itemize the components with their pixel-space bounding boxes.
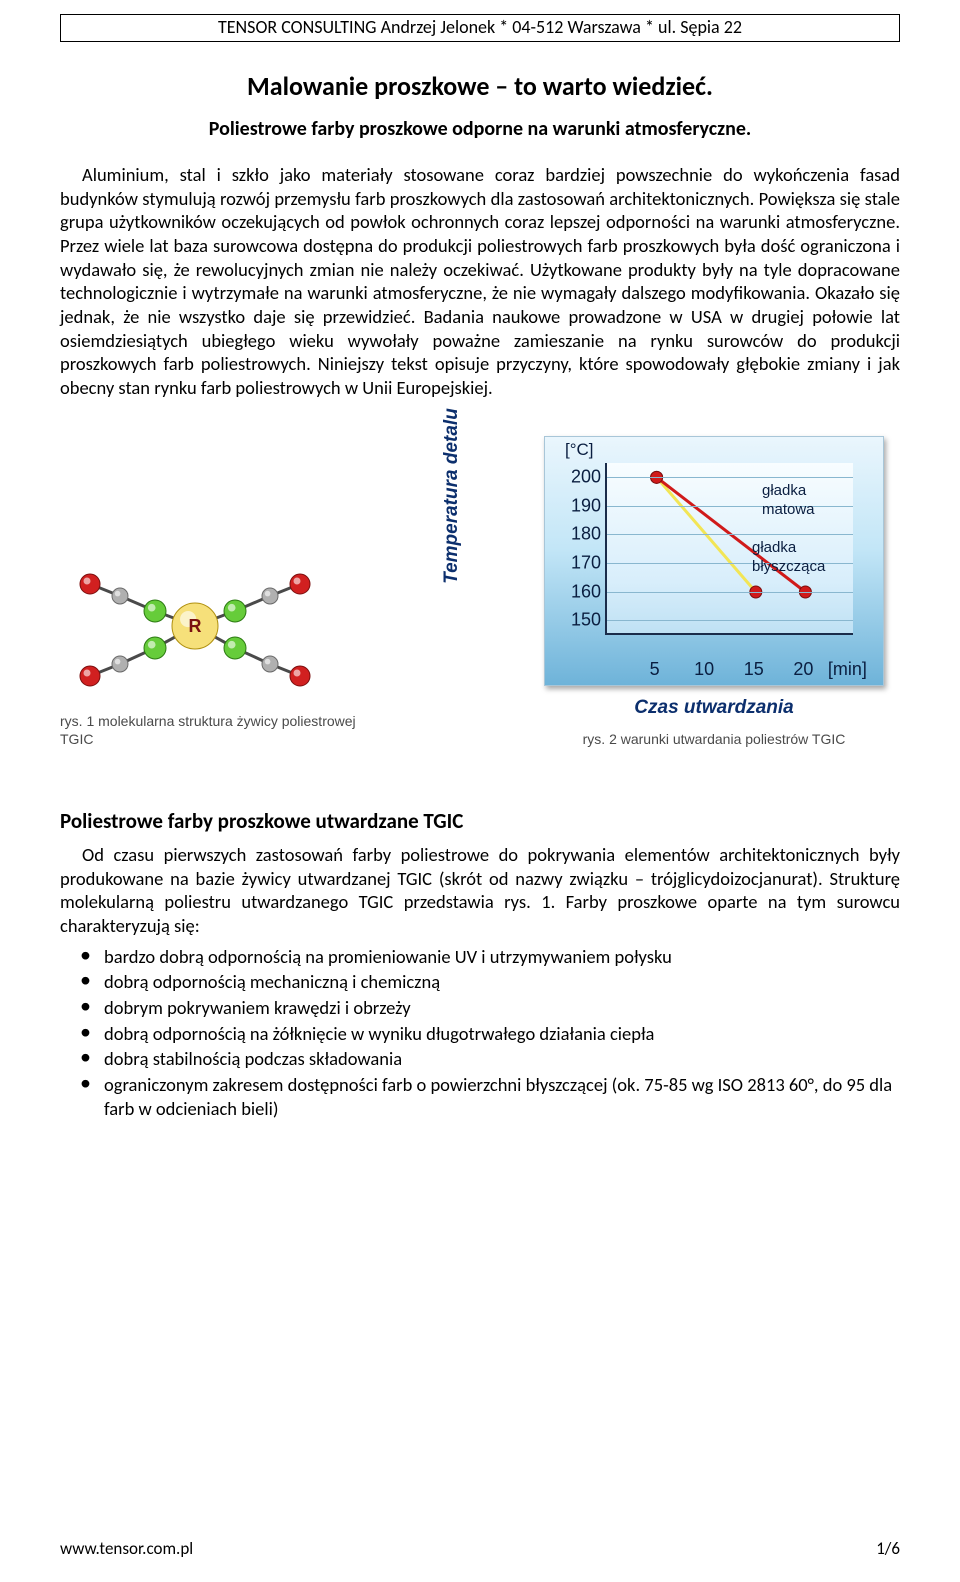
- chart-card: [°C] gładkamatowagładkabłyszcząca 150160…: [544, 436, 884, 686]
- chart-ytick: 150: [561, 609, 601, 632]
- figure-2-caption: rys. 2 warunki utwardania poliestrów TGI…: [544, 730, 884, 748]
- bullet-list: bardzo dobrą odpornością na promieniowan…: [60, 944, 900, 1122]
- figure-1-caption: rys. 1 molekularna struktura żywicy poli…: [60, 712, 360, 748]
- page-subtitle: Poliestrowe farby proszkowe odporne na w…: [60, 117, 900, 143]
- letterhead: TENSOR CONSULTING Andrzej Jelonek * 04-5…: [60, 14, 900, 42]
- chart-ytick: 200: [561, 465, 601, 488]
- bullet-item: dobrą odpornością mechaniczną i chemiczn…: [92, 969, 900, 995]
- figures-row: R rys. 1 molekularna struktura żywicy po…: [60, 436, 900, 749]
- section-paragraph-tgic: Od czasu pierwszych zastosowań farby pol…: [60, 843, 900, 938]
- chart-xtick: 5: [650, 658, 660, 681]
- figure-1: R rys. 1 molekularna struktura żywicy po…: [60, 556, 360, 748]
- chart-xtick: 10: [694, 658, 714, 681]
- chart-unit-label: [°C]: [565, 439, 594, 461]
- figure-2: Temperatura detalu [°C] gładkamatowagład…: [460, 436, 900, 749]
- footer-page-number: 1/6: [876, 1538, 900, 1560]
- chart-ytick: 180: [561, 523, 601, 546]
- bullet-item: bardzo dobrą odpornością na promieniowan…: [92, 944, 900, 970]
- letterhead-text: TENSOR CONSULTING Andrzej Jelonek * 04-5…: [218, 16, 742, 38]
- chart-series-label-matowa: gładkamatowa: [762, 481, 872, 519]
- bullet-item: dobrym pokrywaniem krawędzi i obrzeży: [92, 995, 900, 1021]
- footer-url: www.tensor.com.pl: [60, 1538, 193, 1560]
- chart-xtick-unit: [min]: [828, 658, 867, 681]
- chart-y-axis-title: Temperatura detalu: [440, 408, 464, 584]
- bullet-item: dobrą odpornością na żółknięcie w wyniku…: [92, 1021, 900, 1047]
- section-heading-tgic: Poliestrowe farby proszkowe utwardzane T…: [60, 808, 900, 835]
- chart-x-axis-title: Czas utwardzania: [544, 696, 884, 720]
- chart-ytick: 160: [561, 580, 601, 603]
- page-footer: www.tensor.com.pl 1/6: [60, 1538, 900, 1560]
- molecule-diagram: R: [60, 556, 330, 696]
- chart-series-label-blyszczaca: gładkabłyszcząca: [752, 538, 862, 576]
- bullet-item: ograniczonym zakresem dostępności farb o…: [92, 1072, 900, 1121]
- chart-xtick: 20: [793, 658, 813, 681]
- chart-ytick: 170: [561, 551, 601, 574]
- intro-paragraph: Aluminium, stal i szkło jako materiały s…: [60, 163, 900, 400]
- page-title: Malowanie proszkowe – to warto wiedzieć.: [60, 70, 900, 103]
- chart-ytick: 190: [561, 494, 601, 517]
- chart-plot-area: gładkamatowagładkabłyszcząca: [605, 463, 853, 635]
- bullet-item: dobrą stabilnością podczas składowania: [92, 1046, 900, 1072]
- svg-text:R: R: [189, 616, 202, 636]
- chart-xtick: 15: [744, 658, 764, 681]
